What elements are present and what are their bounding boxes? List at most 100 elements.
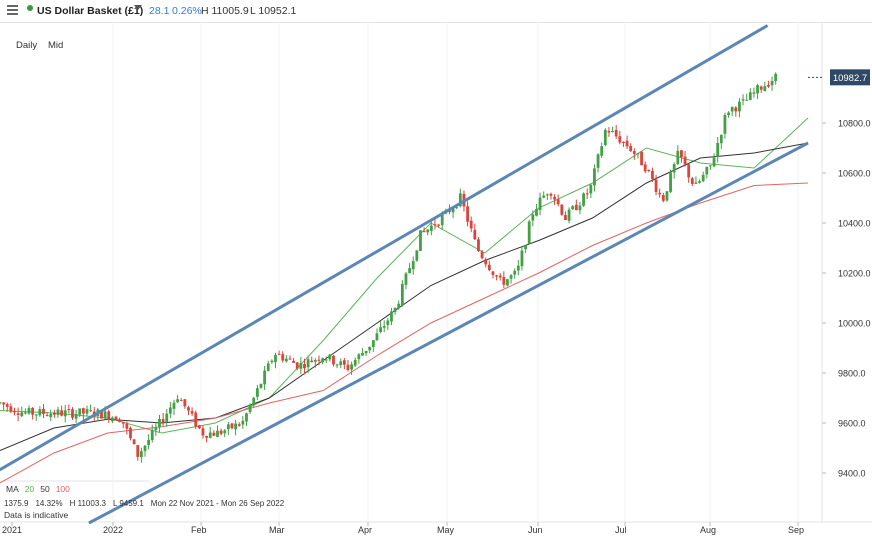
range-percent: 14.32% bbox=[35, 499, 63, 508]
candle-body bbox=[237, 424, 241, 426]
y-tick-label: 10800.0 bbox=[838, 119, 871, 129]
candle-body bbox=[603, 129, 607, 146]
candle-body bbox=[143, 445, 147, 452]
candle-body bbox=[716, 142, 720, 157]
candle-body bbox=[585, 193, 589, 195]
candle-body bbox=[168, 407, 172, 414]
candle-body bbox=[625, 140, 629, 147]
candle-body bbox=[132, 439, 136, 445]
candle-body bbox=[661, 195, 665, 201]
candle-body bbox=[680, 150, 683, 158]
candle-body bbox=[611, 131, 614, 133]
candle-body bbox=[560, 204, 564, 215]
candle-body bbox=[13, 411, 16, 413]
y-tick-label: 10600.0 bbox=[838, 169, 871, 179]
menu-icon[interactable] bbox=[7, 5, 18, 17]
candle-body bbox=[582, 193, 585, 206]
candle-body bbox=[730, 107, 734, 112]
candle-body bbox=[45, 415, 49, 417]
candle-body bbox=[705, 166, 709, 175]
x-tick-label: 2022 bbox=[103, 525, 123, 535]
candle-body bbox=[284, 358, 288, 362]
candle-body bbox=[469, 220, 473, 229]
candle-body bbox=[110, 417, 114, 422]
candle-body bbox=[259, 383, 263, 388]
chevron-down-icon[interactable] bbox=[134, 5, 142, 10]
candle-body bbox=[194, 412, 198, 427]
candle-body bbox=[734, 107, 738, 112]
candle-body bbox=[513, 270, 517, 275]
candle-body bbox=[187, 407, 190, 411]
candle-body bbox=[281, 354, 285, 361]
candle-body bbox=[701, 174, 705, 182]
range-stats: 1375.9 14.32% H 11003.3 L 9459.1 Mon 22 Nov … bbox=[4, 499, 291, 508]
candle-body bbox=[277, 353, 281, 355]
candle-body bbox=[495, 275, 498, 277]
candle-body bbox=[139, 451, 143, 458]
y-tick-label: 10200.0 bbox=[838, 269, 871, 279]
candle-body bbox=[752, 92, 756, 94]
candle-body bbox=[535, 208, 538, 216]
candle-body bbox=[542, 195, 546, 198]
candle-body bbox=[172, 402, 176, 409]
candle-body bbox=[147, 439, 151, 446]
candle-body bbox=[676, 150, 680, 165]
x-tick-label: Jul bbox=[615, 525, 627, 535]
candle-body bbox=[759, 86, 763, 90]
candle-body bbox=[477, 239, 480, 252]
ma-line-ma50 bbox=[0, 142, 809, 451]
x-tick-label: 2021 bbox=[2, 525, 22, 535]
candle-body bbox=[357, 354, 361, 360]
candle-body bbox=[219, 430, 223, 434]
candle-body bbox=[190, 411, 194, 414]
candle-body bbox=[745, 99, 749, 101]
candle-body bbox=[353, 360, 357, 366]
session-high: H 11005.9 bbox=[201, 5, 249, 17]
candle-body bbox=[669, 172, 672, 192]
candle-body bbox=[78, 408, 82, 415]
last-price-tag bbox=[830, 69, 870, 86]
candle-body bbox=[607, 131, 611, 133]
candle-body bbox=[415, 250, 419, 261]
x-tick-label: Mar bbox=[269, 525, 285, 535]
candle-body bbox=[748, 92, 752, 100]
candle-body bbox=[71, 409, 74, 418]
candle-body bbox=[473, 229, 477, 240]
y-tick-label: 9800.0 bbox=[838, 369, 866, 379]
candle-body bbox=[223, 430, 227, 434]
candle-body bbox=[651, 170, 654, 179]
x-tick-label: Feb bbox=[191, 525, 207, 535]
candle-body bbox=[34, 414, 38, 416]
candle-body bbox=[458, 193, 462, 207]
candle-body bbox=[741, 99, 745, 101]
candle-body bbox=[226, 424, 230, 430]
candle-body bbox=[487, 264, 491, 271]
candle-body bbox=[161, 419, 165, 423]
moving-average-legend[interactable]: MA 20 50 100 bbox=[6, 484, 76, 494]
candle-body bbox=[770, 81, 774, 86]
candle-body bbox=[255, 388, 259, 397]
candle-body bbox=[31, 408, 35, 415]
timeframe-selector[interactable]: Daily bbox=[16, 40, 38, 51]
candle-body bbox=[121, 421, 125, 424]
candle-body bbox=[393, 307, 397, 312]
candle-body bbox=[694, 182, 698, 184]
candle-body bbox=[531, 214, 535, 221]
candle-body bbox=[622, 141, 625, 143]
candle-body bbox=[578, 205, 582, 211]
candle-body bbox=[328, 354, 332, 360]
candle-body bbox=[426, 229, 430, 233]
candle-body bbox=[103, 411, 107, 419]
candle-body bbox=[42, 408, 45, 414]
candle-body bbox=[419, 230, 422, 251]
instrument-title[interactable]: US Dollar Basket (£1) bbox=[37, 5, 144, 17]
price-type-selector[interactable]: Mid bbox=[48, 40, 64, 51]
candle-body bbox=[179, 400, 183, 402]
candle-body bbox=[397, 303, 401, 309]
candle-body bbox=[524, 245, 527, 250]
candle-body bbox=[321, 358, 324, 363]
candle-body bbox=[56, 409, 60, 415]
range-period: Mon 22 Nov 2021 - Mon 26 Sep 2022 bbox=[150, 499, 285, 508]
candle-body bbox=[723, 114, 727, 134]
